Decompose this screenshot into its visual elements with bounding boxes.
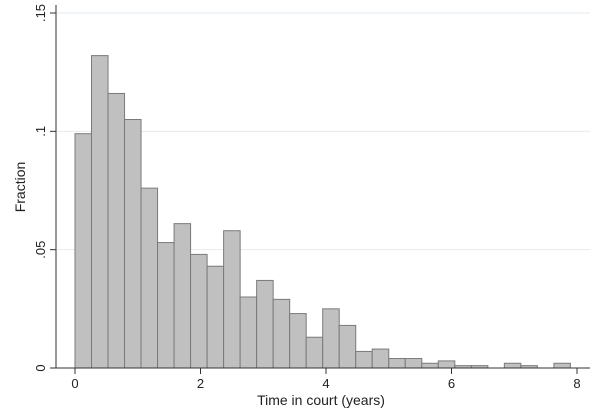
histogram-bar: [388, 358, 406, 369]
x-tick-label: 4: [322, 376, 329, 391]
histogram-bar: [107, 92, 126, 369]
histogram-bar: [437, 360, 456, 369]
histogram-bar: [140, 187, 159, 369]
histogram-bar: [256, 279, 274, 369]
y-axis-ticks: 0 .05 .1 .15: [33, 4, 56, 372]
histogram-bar: [322, 308, 340, 369]
histogram-bar: [74, 133, 93, 369]
x-tick-label: 8: [573, 376, 580, 391]
histogram-bar: [157, 242, 175, 369]
x-tick-label: 2: [197, 376, 204, 391]
histogram-bar: [272, 298, 291, 369]
y-tick-label: .15: [33, 4, 48, 22]
x-axis-ticks: 0 2 4 6 8: [71, 368, 581, 391]
histogram-bar: [223, 230, 241, 369]
histogram-bar: [289, 313, 307, 369]
histogram-bar: [503, 362, 522, 369]
histogram-bar: [239, 296, 258, 369]
histogram-bar: [124, 119, 142, 369]
histogram-bar: [404, 358, 423, 369]
y-tick-label: .05: [33, 241, 48, 259]
y-tick-label: .1: [33, 126, 48, 137]
histogram-bar: [190, 253, 208, 369]
histogram-bar: [91, 55, 109, 369]
y-tick-label: 0: [33, 364, 48, 371]
histogram-bar: [173, 223, 192, 369]
x-tick-label: 0: [71, 376, 78, 391]
histogram-bar: [305, 336, 324, 369]
histogram-bar: [553, 362, 571, 369]
x-tick-label: 6: [448, 376, 455, 391]
histogram-bar: [371, 348, 390, 369]
histogram-bars: [74, 55, 571, 369]
histogram-bar: [206, 265, 225, 369]
histogram-bar: [355, 350, 373, 369]
x-axis-title: Time in court (years): [257, 392, 385, 408]
histogram-bar: [421, 362, 439, 369]
y-axis-title: Fraction: [12, 162, 28, 213]
histogram-bar: [338, 324, 357, 369]
